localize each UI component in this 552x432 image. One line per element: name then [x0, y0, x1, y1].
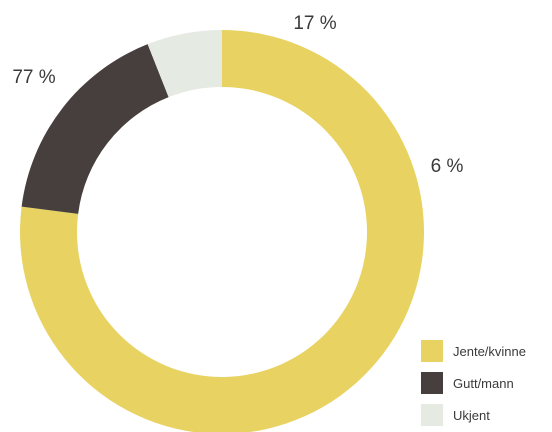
legend-label: Gutt/mann	[453, 375, 514, 391]
legend: Jente/kvinne Gutt/mann Ukjent	[421, 337, 526, 432]
slice-value-label: 17 %	[293, 13, 336, 34]
legend-item: Jente/kvinne	[421, 337, 526, 365]
legend-label: Ukjent	[453, 407, 490, 423]
donut-slice	[21, 44, 169, 214]
donut-slice	[147, 30, 222, 98]
legend-swatch	[421, 340, 443, 362]
legend-item: Gutt/mann	[421, 369, 526, 397]
legend-item: Ukjent	[421, 401, 526, 429]
slice-value-label: 6 %	[431, 156, 464, 177]
legend-label: Jente/kvinne	[453, 343, 526, 359]
legend-swatch	[421, 372, 443, 394]
legend-swatch	[421, 404, 443, 426]
slice-value-label: 77 %	[12, 67, 55, 88]
